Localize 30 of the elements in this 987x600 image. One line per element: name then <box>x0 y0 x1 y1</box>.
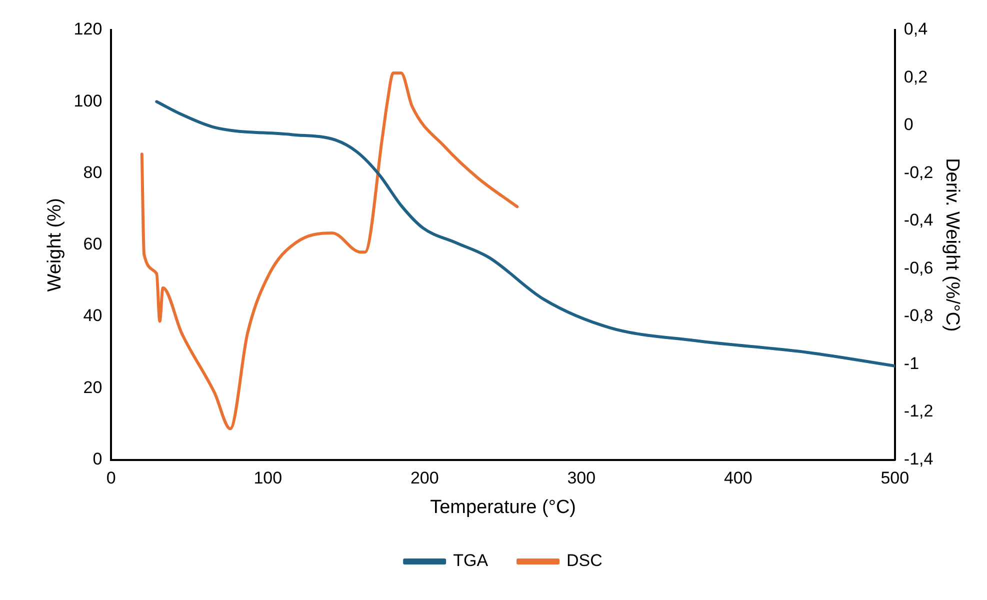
y2-tick-label: -0,6 <box>904 258 934 278</box>
y-tick-label: 20 <box>83 378 102 397</box>
y2-tick-label: -1 <box>904 354 920 373</box>
y2-tick-label: 0,2 <box>904 67 928 86</box>
y-tick-label: 80 <box>83 162 102 182</box>
x-tick-label: 0 <box>106 468 116 488</box>
y-tick-label: 60 <box>83 234 102 254</box>
line-series <box>140 71 519 430</box>
y2-tick-label: 0 <box>904 115 914 134</box>
y2-tick-label: -0,4 <box>904 210 934 230</box>
y2-tick-label: 0,4 <box>904 20 928 39</box>
y2-tick-label: -0,2 <box>904 162 934 182</box>
x-tick-label: 500 <box>880 468 910 488</box>
x-tick-label: 400 <box>724 468 752 488</box>
y-tick-label: 40 <box>83 306 102 326</box>
line-series <box>155 100 895 368</box>
legend-label: DSC <box>566 551 602 570</box>
x-tick-label: 300 <box>567 468 596 488</box>
y2-tick-label: -1,4 <box>904 449 934 468</box>
legend-label: TGA <box>453 551 489 570</box>
y2-axis-title: Deriv. Weight (%/°C) <box>941 158 962 332</box>
y-tick-label: 0 <box>92 449 102 468</box>
x-axis-title: Temperature (°C) <box>430 496 576 518</box>
y-tick-label: 100 <box>74 91 102 110</box>
x-tick-label: 100 <box>254 468 282 488</box>
y-axis-title: Weight (%) <box>44 198 66 292</box>
y2-tick-label: -0,8 <box>904 306 934 326</box>
y2-tick-label: -1,2 <box>904 402 934 421</box>
y-tick-label: 120 <box>74 20 102 39</box>
x-tick-label: 200 <box>410 468 439 488</box>
